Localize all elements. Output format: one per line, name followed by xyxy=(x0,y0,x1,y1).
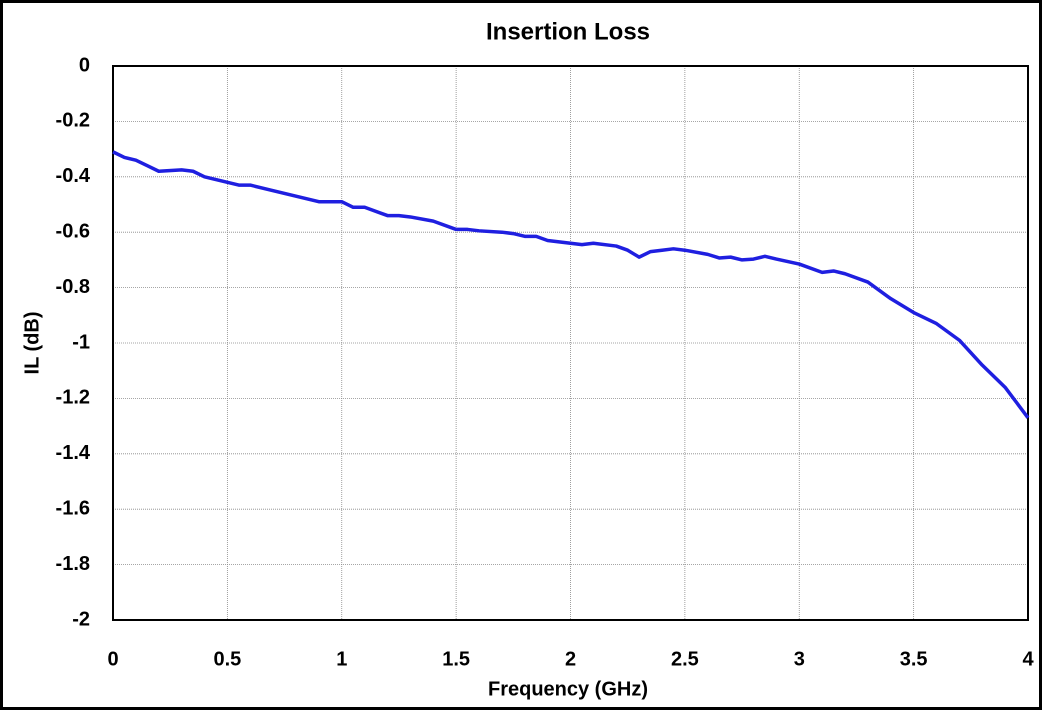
x-tick-label: 1.5 xyxy=(442,648,470,670)
y-axis-label: IL (dB) xyxy=(21,312,43,375)
y-tick-label: -0.6 xyxy=(56,220,90,242)
y-tick-label: -1.8 xyxy=(56,553,90,575)
x-tick-label: 2 xyxy=(565,648,576,670)
x-tick-label: 2.5 xyxy=(671,648,699,670)
x-tick-label: 1 xyxy=(336,648,347,670)
data-line xyxy=(112,150,1030,419)
y-tick-label: -1 xyxy=(72,331,90,353)
y-tick-label: -0.2 xyxy=(56,110,90,132)
y-tick-label: -1.2 xyxy=(56,387,90,409)
x-axis-label: Frequency (GHz) xyxy=(488,678,648,700)
x-tick-label: 3 xyxy=(794,648,805,670)
y-tick-label: -0.8 xyxy=(56,276,90,298)
x-tick-label: 3.5 xyxy=(900,648,928,670)
x-tick-label: 0.5 xyxy=(213,648,241,670)
y-tick-label: -1.4 xyxy=(56,442,91,464)
y-tick-label: -0.4 xyxy=(56,165,91,187)
chart-title: Insertion Loss xyxy=(486,18,650,45)
x-tick-label: 0 xyxy=(107,648,118,670)
y-tick-label: 0 xyxy=(79,54,90,76)
plot-border xyxy=(112,65,1029,621)
y-tick-label: -1.6 xyxy=(56,497,90,519)
y-tick-label: -2 xyxy=(72,608,90,630)
x-tick-label: 4 xyxy=(1022,648,1034,670)
